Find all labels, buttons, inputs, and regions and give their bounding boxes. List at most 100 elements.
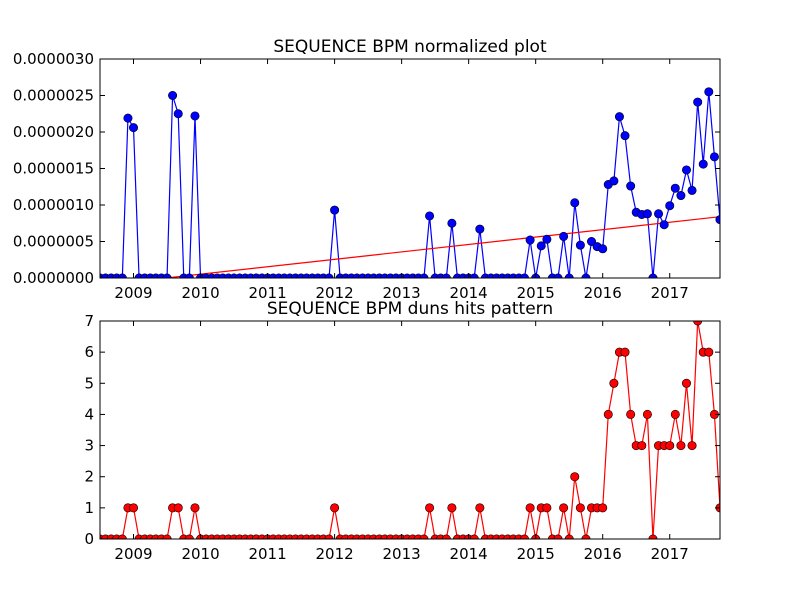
normalized-data-point [475,224,485,234]
x-tick-label: 2015 [517,284,555,302]
duns-hits-data-point [542,503,552,513]
normalized-data-point [587,237,597,247]
y-tick-label: 3 [84,437,94,455]
normalized-data-point [570,198,580,208]
duns-hits-data-point [687,441,697,451]
duns-hits-data-point [626,409,636,419]
normalized-data-point [609,176,619,186]
duns-hits-data-point [570,472,580,482]
y-tick-label: 0.0000020 [13,123,94,141]
normalized-data-point [129,123,139,133]
normalized-data-point [425,211,435,221]
normalized-data-point [670,183,680,193]
normalized-data-point [575,240,585,250]
normalized-data-point [190,111,200,121]
x-tick-label: 2013 [383,545,421,563]
duns-hits-data-point [620,347,630,357]
normalized-data-point [698,159,708,169]
x-tick-label: 2012 [316,545,354,563]
normalized-data-point [687,185,697,195]
duns-hits-data-point [670,409,680,419]
normalized-data-point [614,112,624,122]
normalized-plot: SEQUENCE BPM normalized plot 2009 2010 201… [13,37,721,302]
duns-hits-data-point [704,347,714,357]
y-tick-label: 5 [84,374,94,392]
normalized-data-point [681,165,691,175]
duns-hits-data-point [681,378,691,388]
duns-hits-data-point [330,503,340,513]
y-tick-label: 1 [84,499,94,517]
duns-hits-data-point [173,503,183,513]
duns-hits-data-point [603,409,613,419]
normalized-plot-axes: 2009 2010 2011 2012 2013 2014 2015 2016 2017 0.00… [13,50,720,302]
y-tick-label: 4 [84,405,94,423]
normalized-data-point [704,87,714,97]
duns-hits-data-point [129,503,139,513]
y-tick-label: 0.0000030 [13,50,94,68]
normalized-data-point [168,91,178,101]
x-tick-label: 2016 [584,284,622,302]
x-tick-label: 2009 [114,545,152,563]
normalized-data-point [659,220,669,230]
y-tick-label: 6 [84,343,94,361]
normalized-data-point [620,131,630,141]
duns-hits-data-point [559,503,569,513]
y-tick-label: 0 [84,530,94,548]
duns-hits-data-point [575,503,585,513]
duns-hits-data-point [665,441,675,451]
normalized-data-point [559,231,569,241]
duns-hits-data-point [642,409,652,419]
duns-hits-data-point [475,503,485,513]
normalized-data-point [542,234,552,244]
x-tick-label: 2012 [316,284,354,302]
duns-hits-data-point [190,503,200,513]
x-tick-label: 2017 [651,284,689,302]
y-tick-label: 7 [84,312,94,330]
normalized-data-point [654,209,664,219]
normalized-data-point [447,218,457,228]
y-tick-label: 0.0000010 [13,196,94,214]
duns-hits-data-point [598,503,608,513]
normalized-data-point [642,209,652,219]
normalized-trend-line [160,216,720,278]
duns-hits-data-point [693,321,703,326]
y-tick-label: 0.0000015 [13,160,94,178]
x-tick-label: 2017 [651,545,689,563]
normalized-data-point [676,191,686,201]
x-tick-label: 2010 [181,545,219,563]
x-tick-label: 2009 [114,284,152,302]
chart-title-duns-hits: SEQUENCE BPM duns hits pattern [267,299,553,319]
duns-hits-data-point [676,441,686,451]
normalized-data-point [693,97,703,107]
y-tick-label: 0.0000000 [13,269,94,287]
normalized-data-point [123,113,133,123]
y-tick-label: 0.0000025 [13,87,94,105]
normalized-data-point [665,201,675,211]
chart-title-normalized: SEQUENCE BPM normalized plot [273,37,547,57]
duns-hits-plot: SEQUENCE BPM duns hits pattern 2009 2010 2… [84,299,721,563]
x-tick-label: 2013 [383,284,421,302]
normalized-data-point [626,181,636,191]
normalized-data-point [173,109,183,119]
duns-hits-data-point [447,503,457,513]
normalized-data-point [525,235,535,245]
x-tick-label: 2011 [248,284,286,302]
x-tick-label: 2015 [517,545,555,563]
duns-hits-data-point [609,378,619,388]
duns-hits-plot-axes: 2009 2010 2011 2012 2013 2014 2015 2016 2017 0 1 2 3… [84,312,720,563]
duns-hits-data-point [525,503,535,513]
normalized-data-point [598,244,608,254]
x-tick-label: 2011 [248,545,286,563]
duns-hits-data-point [425,503,435,513]
x-tick-label: 2016 [584,545,622,563]
x-tick-label: 2014 [450,284,488,302]
normalized-series-line [100,91,720,278]
normalized-data-point [536,241,546,251]
normalized-data-point [709,152,719,162]
x-tick-label: 2010 [181,284,219,302]
duns-hits-data-point [637,441,647,451]
y-tick-label: 0.0000005 [13,233,94,251]
x-tick-label: 2014 [450,545,488,563]
